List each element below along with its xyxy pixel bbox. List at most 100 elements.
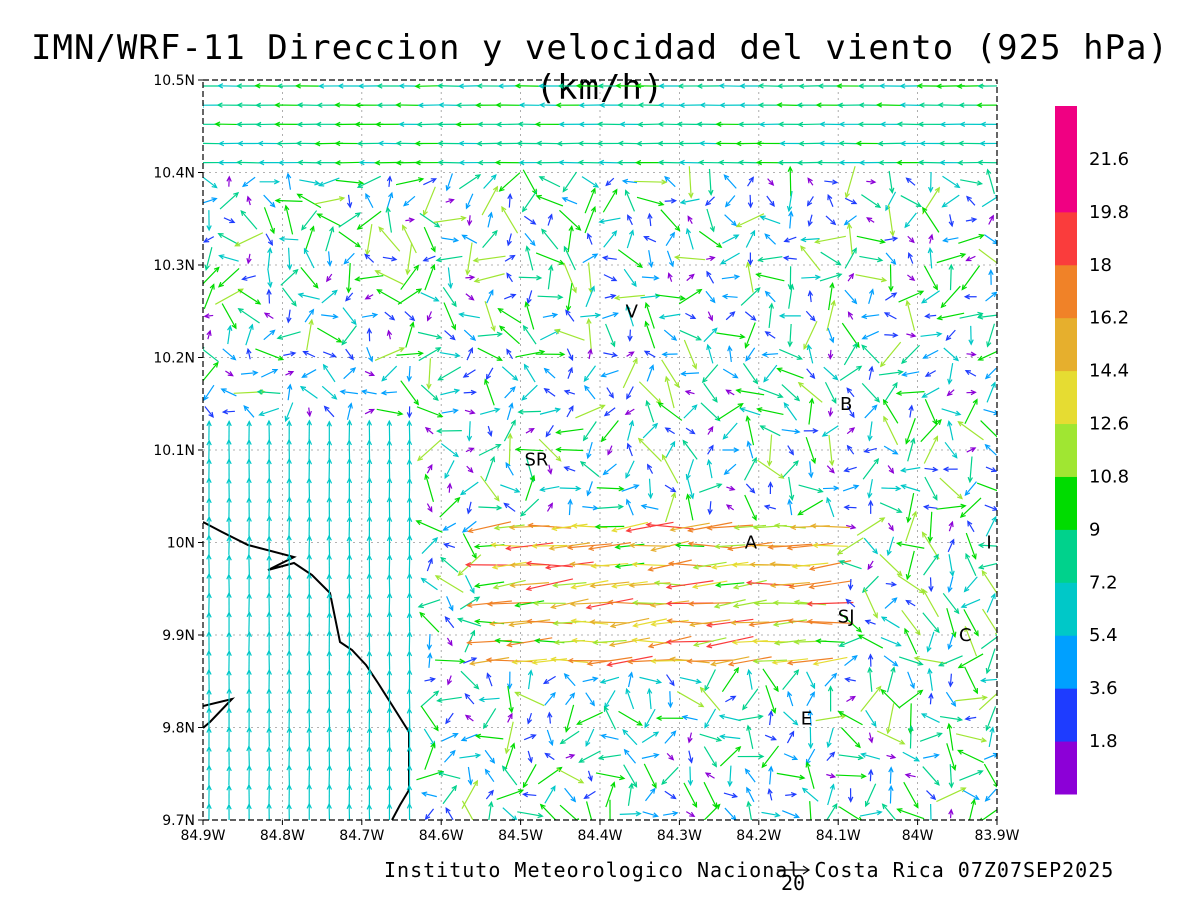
wind-arrow-head <box>661 351 668 358</box>
wind-arrow <box>781 429 800 433</box>
wind-arrow <box>587 770 593 781</box>
colorbar-label: 5.4 <box>1089 625 1118 646</box>
wind-arrow <box>720 735 741 740</box>
wind-arrow <box>904 212 917 228</box>
wind-arrow <box>589 542 631 550</box>
wind-arrow-head <box>673 254 681 261</box>
wind-arrow <box>646 523 694 530</box>
wind-arrow <box>734 524 767 529</box>
wind-arrow-head <box>851 247 857 254</box>
wind-arrow-head <box>773 640 781 646</box>
wind-arrow-head <box>751 638 758 644</box>
wind-arrow-head <box>864 800 870 808</box>
wind-arrow-head <box>386 726 393 733</box>
wind-arrow-head <box>403 200 410 207</box>
wind-arrow-head <box>226 745 232 753</box>
wind-arrow-head <box>731 220 738 227</box>
wind-arrow <box>966 255 976 262</box>
y-tick-label: 10.5N <box>153 73 195 89</box>
wind-arrow <box>603 352 617 357</box>
wind-arrow-head <box>692 564 699 570</box>
wind-arrow-head <box>466 435 473 442</box>
wind-arrow-head <box>508 707 514 714</box>
wind-arrow <box>458 174 481 190</box>
wind-arrow <box>621 484 639 492</box>
wind-arrow-head <box>670 198 678 204</box>
wind-arrow-head <box>746 786 752 793</box>
wind-arrow <box>782 810 799 818</box>
wind-arrow-head <box>628 782 634 789</box>
wind-arrow-head <box>814 238 821 245</box>
wind-arrow-head <box>691 583 699 590</box>
wind-arrow-head <box>578 102 585 108</box>
wind-arrow-head <box>701 377 708 384</box>
wind-arrow <box>641 505 659 510</box>
wind-arrow-head <box>366 707 373 714</box>
wind-arrow <box>768 543 813 548</box>
wind-arrow <box>756 273 785 282</box>
wind-arrow <box>777 367 804 379</box>
wind-arrow-head <box>234 241 241 247</box>
wind-arrow-head <box>226 611 232 618</box>
wind-arrow-head <box>954 182 961 189</box>
wind-arrow-head <box>980 737 988 743</box>
wind-arrow <box>444 460 455 479</box>
wind-arrow <box>884 237 898 241</box>
wind-arrow <box>703 804 721 820</box>
wind-arrow-head <box>913 756 921 762</box>
wind-arrow-head <box>960 503 967 509</box>
wind-arrow-head <box>695 335 702 341</box>
wind-arrow-head <box>664 375 670 382</box>
wind-arrow-head <box>488 620 496 627</box>
wind-arrow-head <box>386 802 393 809</box>
wind-arrow <box>924 476 938 500</box>
wind-arrow <box>397 288 422 305</box>
wind-arrow-head <box>687 541 694 547</box>
wind-arrow <box>707 524 754 529</box>
wind-arrow-head <box>715 736 723 742</box>
wind-arrow <box>902 371 920 376</box>
wind-arrow <box>907 235 915 243</box>
wind-arrow-head <box>485 657 492 663</box>
wind-arrow <box>902 751 920 762</box>
wind-arrow-head <box>548 264 554 271</box>
wind-arrow-head <box>851 199 858 205</box>
wind-arrow-head <box>203 313 210 319</box>
wind-arrow <box>757 459 784 479</box>
wind-arrow-head <box>797 121 804 128</box>
wind-arrow <box>381 391 398 394</box>
wind-arrow <box>643 763 657 788</box>
wind-arrow <box>527 290 533 304</box>
wind-arrow-head <box>592 639 599 646</box>
wind-arrow-head <box>473 582 481 589</box>
wind-arrow-head <box>764 290 771 297</box>
wind-arrow-head <box>584 384 590 392</box>
wind-arrow <box>632 563 668 567</box>
wind-arrow <box>547 265 552 290</box>
wind-arrow <box>929 511 933 542</box>
wind-arrow <box>861 382 880 403</box>
wind-arrow <box>663 329 677 341</box>
wind-arrow-head <box>917 159 924 166</box>
wind-arrow <box>447 675 452 685</box>
wind-arrow-head <box>452 237 460 243</box>
wind-arrow-head <box>398 121 405 128</box>
wind-arrow-head <box>773 685 779 693</box>
wind-arrow <box>565 693 575 706</box>
wind-arrow-head <box>719 734 726 740</box>
wind-arrow <box>205 247 213 270</box>
wind-arrow-head <box>913 802 919 809</box>
wind-arrow-head <box>956 716 964 722</box>
wind-arrow <box>640 294 660 299</box>
wind-arrow-head <box>849 411 855 419</box>
wind-arrow-head <box>890 581 898 587</box>
wind-arrow-head <box>607 449 613 456</box>
colorbar-label: 12.6 <box>1089 414 1129 435</box>
wind-arrow-head <box>422 256 429 262</box>
wind-arrow-head <box>709 255 716 262</box>
wind-arrow-head <box>650 787 656 794</box>
wind-arrow-head <box>880 688 887 695</box>
wind-arrow <box>468 421 471 441</box>
wind-arrow <box>747 801 753 820</box>
